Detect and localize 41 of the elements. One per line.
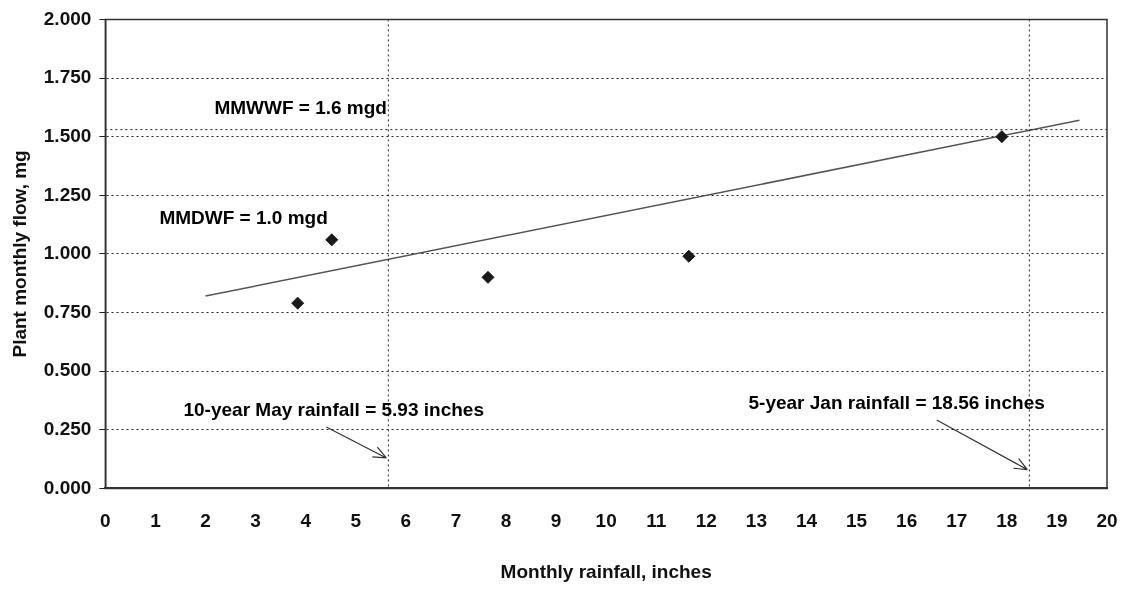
x-tick-label: 19 xyxy=(1046,510,1068,532)
x-tick-label: 14 xyxy=(795,510,818,532)
x-tick-label: 4 xyxy=(300,510,312,532)
x-tick-label: 0 xyxy=(100,510,111,532)
point xyxy=(481,270,495,284)
x-tick-label: 12 xyxy=(695,510,717,532)
x-tick-label: 5 xyxy=(350,510,362,532)
point xyxy=(682,249,696,263)
x-tick-label: 17 xyxy=(946,510,968,532)
y-tick-label: 0.750 xyxy=(43,300,92,322)
annotation: 5-year Jan rainfall = 18.56 inches xyxy=(748,392,1045,414)
x-tick-label: 18 xyxy=(996,510,1018,532)
point xyxy=(995,130,1009,144)
x-tick-label: 20 xyxy=(1096,510,1118,532)
x-tick-label: 16 xyxy=(896,510,918,532)
point xyxy=(325,233,339,247)
x-tick-label: 1 xyxy=(150,510,162,532)
x-tick-label: 9 xyxy=(550,510,562,532)
x-tick-label: 6 xyxy=(400,510,412,532)
y-tick-label: 0.500 xyxy=(43,359,92,381)
y-tick-label: 2.000 xyxy=(43,7,92,29)
x-tick-label: 11 xyxy=(646,510,667,532)
x-tick-label: 3 xyxy=(250,510,261,532)
annotation: 10-year May rainfall = 5.93 inches xyxy=(183,399,484,421)
annotation: MMDWF = 1.0 mgd xyxy=(159,206,328,228)
y-tick-label: 1.500 xyxy=(43,124,92,146)
y-tick-label: 1.750 xyxy=(43,66,92,88)
x-tick-label: 7 xyxy=(450,510,462,532)
annotation: MMWWF = 1.6 mgd xyxy=(214,96,387,118)
y-tick-label: 0.000 xyxy=(43,476,92,498)
y-tick-label: 1.250 xyxy=(43,183,92,205)
x-tick-label: 13 xyxy=(745,510,767,532)
y-axis-title: Plant monthly flow, mg xyxy=(8,150,30,358)
x-tick-label: 2 xyxy=(200,510,211,532)
y-tick-label: 0.250 xyxy=(43,418,92,440)
x-tick-label: 10 xyxy=(595,510,617,532)
x-axis-title: Monthly rainfall, inches xyxy=(500,560,712,582)
x-tick-label: 8 xyxy=(500,510,512,532)
y-tick-label: 1.000 xyxy=(43,242,92,264)
x-tick-label: 15 xyxy=(846,510,868,532)
point xyxy=(291,296,305,310)
